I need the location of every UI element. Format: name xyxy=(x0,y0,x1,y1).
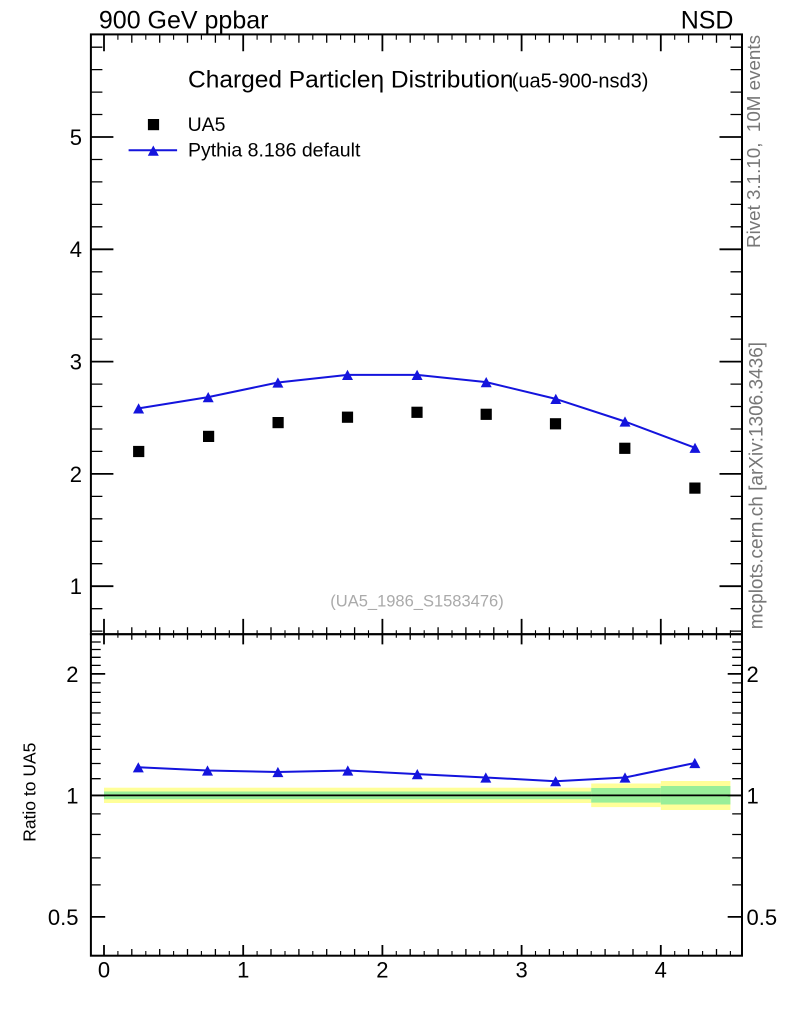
svg-text:900 GeV ppbar: 900 GeV ppbar xyxy=(99,7,269,35)
svg-text:1: 1 xyxy=(70,574,82,599)
svg-text:2: 2 xyxy=(376,957,388,982)
svg-text:0.5: 0.5 xyxy=(48,905,79,930)
svg-text:1: 1 xyxy=(66,783,78,808)
svg-text:2: 2 xyxy=(70,462,82,487)
svg-text:0.5: 0.5 xyxy=(747,905,778,930)
svg-text:mcplots.cern.ch [arXiv:1306.34: mcplots.cern.ch [arXiv:1306.3436] xyxy=(747,342,768,629)
svg-text:Rivet 3.1.10, 10M events: Rivet 3.1.10, 10M events xyxy=(743,35,764,248)
svg-text:3: 3 xyxy=(70,350,82,375)
svg-text:(ua5-900-nsd3): (ua5-900-nsd3) xyxy=(512,71,649,93)
svg-text:Charged Particleη Distribution: Charged Particleη Distribution xyxy=(188,67,513,94)
svg-text:1: 1 xyxy=(747,783,759,808)
svg-text:3: 3 xyxy=(515,957,527,982)
svg-text:2: 2 xyxy=(66,662,78,687)
svg-text:NSD: NSD xyxy=(681,7,734,35)
svg-text:1: 1 xyxy=(237,957,249,982)
svg-text:UA5: UA5 xyxy=(188,114,226,136)
svg-text:(UA5_1986_S1583476): (UA5_1986_S1583476) xyxy=(330,592,503,610)
svg-text:Ratio to UA5: Ratio to UA5 xyxy=(20,743,40,842)
svg-text:5: 5 xyxy=(70,125,82,150)
svg-text:4: 4 xyxy=(70,237,82,262)
svg-text:2: 2 xyxy=(747,662,759,687)
svg-text:4: 4 xyxy=(655,957,667,982)
svg-text:0: 0 xyxy=(98,957,110,982)
svg-text:Pythia 8.186 default: Pythia 8.186 default xyxy=(188,139,361,161)
